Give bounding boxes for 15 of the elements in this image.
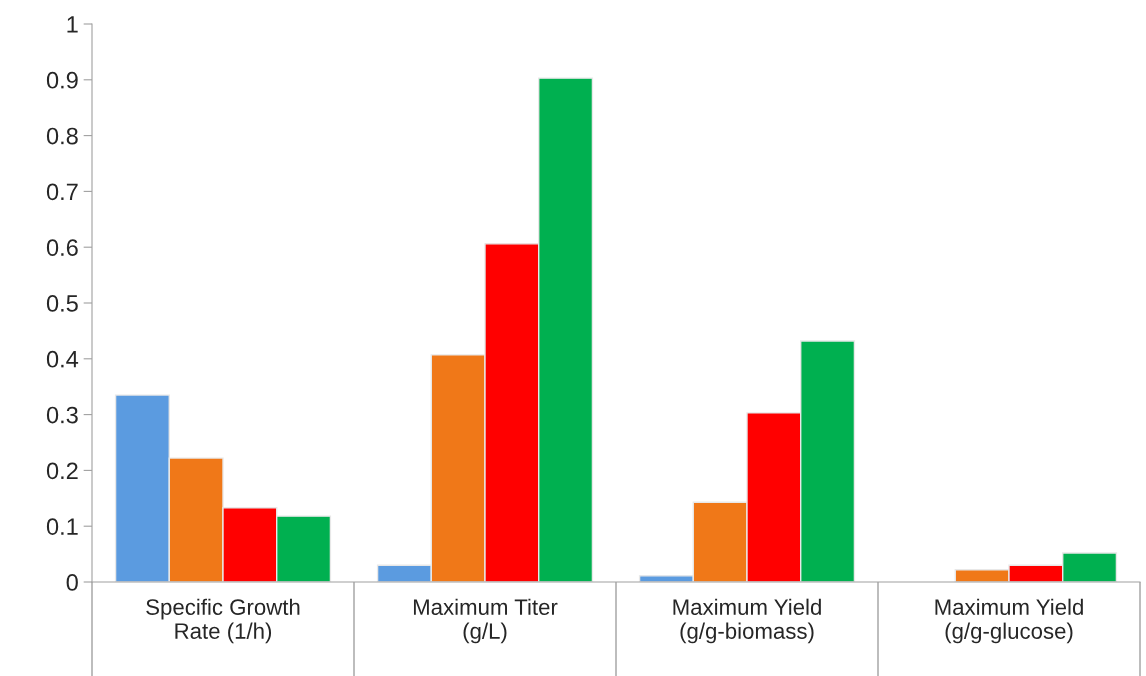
x-tick-label: Maximum Yield (g/g-biomass) [673,598,821,644]
y-tick-label: 0.4 [46,350,79,368]
x-tick-label: Maximum Titer (g/L) [413,598,558,644]
y-tick-label: 0.5 [46,295,78,312]
y-tick-label: 1 [67,16,78,33]
x-tick-label: Maximum Yield (g/g-glucose) [935,598,1083,644]
x-tick-label: Specific Growth Rate (1/h) [146,598,300,644]
y-tick-label: 0.3 [46,406,78,424]
y-tick-label: 0.8 [46,127,78,145]
y-tick-label: 0.7 [46,183,78,201]
y-tick-label: 0.6 [46,239,78,256]
y-tick-label: 0.1 [46,518,78,535]
y-tick-label: 0.9 [46,71,78,89]
y-tick-label: 0 [66,574,78,591]
y-tick-label: 0.2 [46,462,78,480]
